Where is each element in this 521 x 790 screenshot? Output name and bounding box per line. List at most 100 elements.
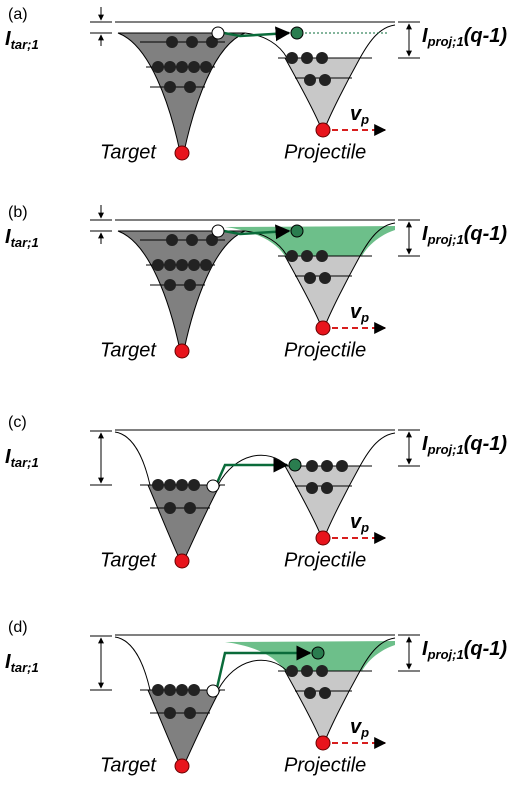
vacancy: [207, 685, 219, 697]
projectile-ionization-label: Iproj;1(q-1): [422, 433, 507, 457]
electron: [186, 36, 198, 48]
electron: [188, 684, 200, 696]
panel: (a) Itar;1 Iproj;1(q-1) vp Target Projectile: [5, 6, 507, 163]
target-ionization-label: Itar;1: [5, 28, 39, 52]
panel-label: (a): [8, 6, 28, 23]
electron: [176, 479, 188, 491]
electron: [164, 707, 176, 719]
electron: [186, 234, 198, 246]
subscript: proj;1: [427, 232, 464, 247]
suffix: (q-1): [464, 433, 508, 455]
electron: [286, 665, 298, 677]
velocity-label: vp: [350, 301, 369, 325]
projectile-ionization-label: Iproj;1(q-1): [422, 638, 507, 662]
electron: [306, 460, 318, 472]
electron: [319, 74, 331, 86]
electron: [304, 74, 316, 86]
potential-curve: [245, 33, 287, 58]
target-nucleus: [175, 344, 189, 358]
target-ionization-label: Itar;1: [5, 226, 39, 250]
subscript: proj;1: [427, 442, 464, 457]
transfer-arrow: [217, 465, 287, 483]
subscript: p: [360, 310, 369, 325]
electron: [164, 479, 176, 491]
suffix: (q-1): [464, 638, 508, 660]
projectile-label: Projectile: [284, 339, 366, 361]
electron: [301, 52, 313, 64]
electron: [304, 687, 316, 699]
target-label: Target: [100, 754, 157, 776]
projectile-nucleus: [316, 321, 330, 335]
electron: [176, 61, 188, 73]
electron: [306, 482, 318, 494]
suffix: (q-1): [464, 25, 508, 47]
velocity-label: vp: [350, 511, 369, 535]
panel-label: (b): [8, 204, 28, 221]
subscript: tar;1: [11, 660, 39, 675]
figure: (a)Itar;1Iproj;1(q-1)vpTargetProjectile(…: [0, 0, 521, 785]
electron: [176, 259, 188, 271]
electron: [188, 259, 200, 271]
electron: [200, 61, 212, 73]
potential-curve: [115, 432, 150, 485]
projectile-label: Projectile: [284, 141, 366, 163]
potential-curve: [360, 25, 395, 58]
vacancy: [212, 225, 224, 237]
electron: [316, 52, 328, 64]
electron: [164, 81, 176, 93]
captured-electron: [289, 459, 301, 471]
projectile-ionization-label: Iproj;1(q-1): [422, 25, 507, 49]
electron: [152, 61, 164, 73]
electron: [176, 684, 188, 696]
vacancy: [212, 27, 224, 39]
target-label: Target: [100, 549, 157, 571]
projectile-well: [285, 671, 360, 741]
projectile-well: [285, 256, 360, 326]
electron: [286, 52, 298, 64]
electron: [166, 36, 178, 48]
potential-curve: [115, 637, 150, 690]
electron: [164, 684, 176, 696]
electron: [319, 272, 331, 284]
electron: [286, 250, 298, 262]
target-nucleus: [175, 146, 189, 160]
electron: [316, 250, 328, 262]
electron: [304, 272, 316, 284]
target-nucleus: [175, 759, 189, 773]
electron: [321, 460, 333, 472]
electron: [164, 502, 176, 514]
projectile-well: [285, 466, 360, 536]
target-well: [118, 231, 245, 350]
electron: [184, 502, 196, 514]
projectile-nucleus: [316, 531, 330, 545]
suffix: (q-1): [464, 223, 508, 245]
electron: [164, 61, 176, 73]
subscript: tar;1: [11, 235, 39, 250]
subscript: proj;1: [427, 647, 464, 662]
target-label: Target: [100, 141, 157, 163]
target-ionization-label: Itar;1: [5, 446, 39, 470]
panel-label: (d): [8, 619, 28, 636]
subscript: p: [360, 112, 369, 127]
electron: [188, 479, 200, 491]
target-well: [118, 33, 245, 152]
target-well: [148, 485, 220, 560]
electron: [319, 687, 331, 699]
electron: [200, 259, 212, 271]
electron: [188, 61, 200, 73]
subscript: tar;1: [11, 37, 39, 52]
electron: [301, 665, 313, 677]
velocity-label: vp: [350, 103, 369, 127]
electron: [184, 707, 196, 719]
captured-electron: [291, 225, 303, 237]
projectile-label: Projectile: [284, 549, 366, 571]
vacancy: [207, 480, 219, 492]
target-ionization-label: Itar;1: [5, 651, 39, 675]
electron: [152, 259, 164, 271]
electron: [166, 234, 178, 246]
projectile-well: [285, 58, 360, 128]
subscript: p: [360, 725, 369, 740]
captured-electron: [291, 27, 303, 39]
electron: [316, 665, 328, 677]
